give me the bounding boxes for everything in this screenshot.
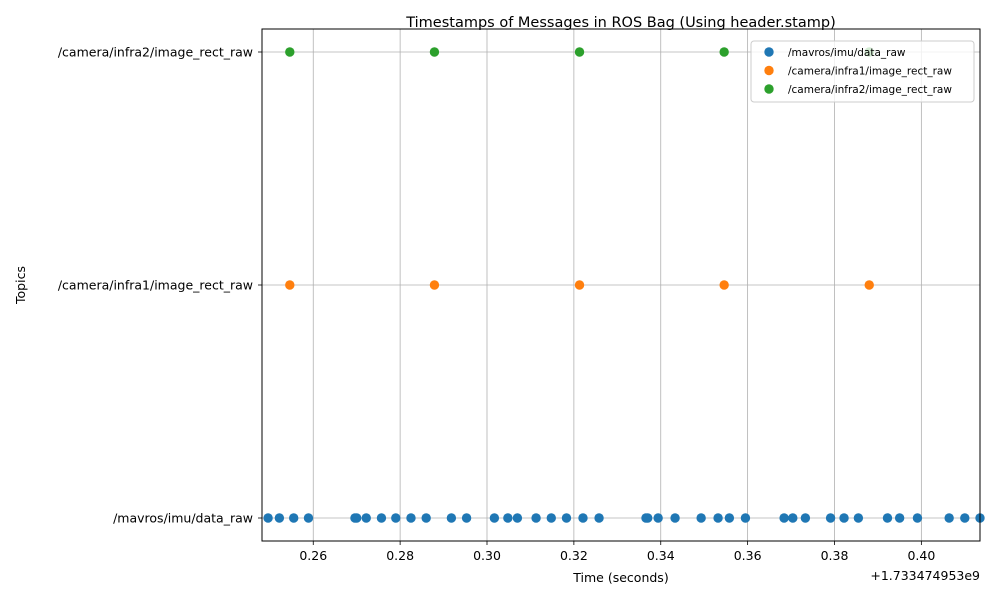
y-tick-label: /camera/infra2/image_rect_raw — [58, 45, 253, 60]
data-point — [643, 513, 653, 523]
data-point — [421, 513, 431, 523]
x-tick-label: 0.30 — [473, 548, 501, 563]
x-tick-label: 0.38 — [821, 548, 849, 563]
chart-title: Timestamps of Messages in ROS Bag (Using… — [405, 15, 836, 31]
x-tick-label: 0.36 — [734, 548, 762, 563]
data-point — [713, 513, 723, 523]
legend-box — [750, 40, 975, 103]
data-point — [285, 47, 295, 57]
data-point — [406, 513, 416, 523]
data-point — [446, 513, 457, 523]
data-point — [289, 513, 299, 523]
data-point — [263, 513, 273, 523]
data-point — [864, 280, 874, 290]
x-axis-label: Time (seconds) — [572, 570, 668, 585]
data-point — [512, 513, 523, 523]
legend: /mavros/imu/data_raw/camera/infra1/image… — [750, 40, 975, 103]
y-tick-label: /mavros/imu/data_raw — [113, 511, 253, 526]
x-tick-label: 0.26 — [299, 548, 327, 563]
y-tick-label: /camera/infra1/image_rect_raw — [58, 278, 253, 293]
y-axis: /mavros/imu/data_raw/camera/infra1/image… — [58, 45, 262, 526]
data-point — [788, 513, 798, 523]
data-point — [429, 280, 440, 290]
data-point — [561, 513, 572, 523]
legend-label: /camera/infra2/image_rect_raw — [788, 84, 952, 96]
x-axis-offset-label: +1.733474953e9 — [870, 568, 980, 583]
data-series — [263, 47, 985, 523]
series-group — [285, 280, 874, 290]
legend-marker — [764, 65, 774, 76]
data-point — [719, 47, 729, 57]
data-point — [853, 513, 864, 523]
data-point — [285, 280, 295, 290]
data-point — [531, 513, 541, 523]
legend-marker — [764, 84, 774, 94]
data-point — [461, 513, 472, 523]
data-point — [740, 513, 751, 523]
data-point — [574, 280, 585, 290]
legend-label: /camera/infra1/image_rect_raw — [788, 66, 952, 78]
data-point — [503, 513, 513, 523]
data-point — [719, 280, 729, 290]
data-point — [839, 513, 849, 523]
data-point — [724, 513, 735, 523]
data-point — [594, 513, 604, 523]
data-point — [912, 513, 923, 523]
data-point — [653, 513, 663, 523]
data-point — [578, 513, 588, 523]
data-point — [696, 513, 706, 523]
data-point — [825, 513, 836, 523]
y-axis-label: Topics — [13, 266, 28, 305]
data-point — [960, 513, 970, 523]
data-point — [546, 513, 556, 523]
data-point — [489, 513, 500, 523]
data-point — [429, 47, 440, 57]
x-axis: 0.26 0.28 0.30 0.32 0.34 0.36 0.38 0.40 — [299, 541, 935, 563]
data-point — [303, 513, 314, 523]
data-point — [894, 513, 905, 523]
data-point — [882, 513, 893, 523]
data-point — [574, 47, 585, 57]
data-point — [376, 513, 387, 523]
series-group — [263, 513, 985, 523]
data-point — [800, 513, 811, 523]
data-point — [361, 513, 371, 523]
x-tick-label: 0.32 — [560, 548, 588, 563]
legend-marker — [764, 47, 774, 57]
data-point — [670, 513, 680, 523]
data-point — [351, 513, 362, 523]
data-point — [391, 513, 401, 523]
x-tick-label: 0.28 — [386, 548, 414, 563]
data-point — [779, 513, 789, 523]
legend-label: /mavros/imu/data_raw — [788, 47, 906, 59]
data-point — [944, 513, 954, 523]
x-tick-label: 0.34 — [647, 548, 675, 563]
x-tick-label: 0.40 — [907, 548, 935, 563]
data-point — [274, 513, 285, 523]
